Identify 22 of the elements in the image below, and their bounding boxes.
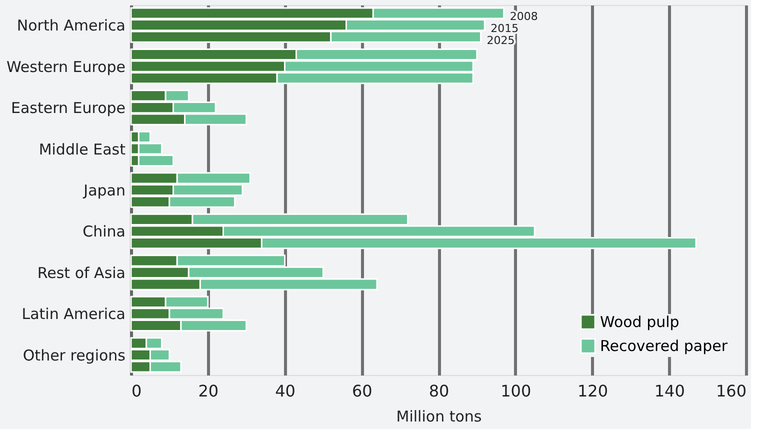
y-tick-label: Western Europe <box>6 58 126 76</box>
y-tick-label: North America <box>16 16 126 35</box>
y-tick-label: Japan <box>82 182 126 200</box>
x-tick-label: 0 <box>132 382 142 400</box>
x-tick-label: 80 <box>428 382 450 400</box>
legend-label: Recovered paper <box>600 337 728 355</box>
y-tick-label: Latin America <box>22 305 126 324</box>
y-tick-label: Middle East <box>38 140 126 158</box>
annotation: 2025 <box>486 34 515 47</box>
x-tick-label: 40 <box>275 382 296 400</box>
legend-label: Wood pulp <box>600 313 680 331</box>
x-tick-label: 160 <box>716 382 746 400</box>
x-tick-label: 100 <box>500 382 532 400</box>
x-tick-label: 60 <box>352 382 372 400</box>
x-tick-label: 20 <box>198 382 219 400</box>
x-tick-label: 140 <box>654 382 685 400</box>
y-tick-label: Rest of Asia <box>37 264 126 282</box>
y-tick-label: China <box>82 222 126 241</box>
x-axis-title: Million tons <box>396 408 482 426</box>
y-tick-label: Other regions <box>22 346 126 364</box>
y-tick-label: Eastern Europe <box>10 99 126 118</box>
x-tick-label: 120 <box>577 382 608 400</box>
